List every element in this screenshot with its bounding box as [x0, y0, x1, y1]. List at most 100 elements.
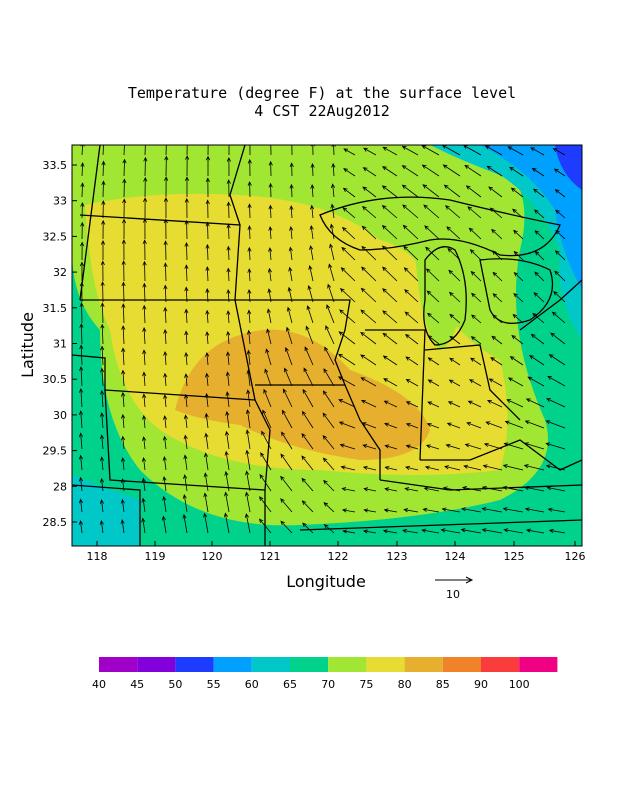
wind-arrow — [163, 372, 168, 387]
colorbar-box — [99, 657, 138, 672]
wind-arrow — [464, 164, 482, 177]
wind-arrow — [289, 205, 294, 219]
wind-arrow — [362, 465, 377, 471]
reference-label: 10 — [446, 588, 460, 601]
wind-arrow — [361, 422, 377, 429]
wind-arrow — [205, 288, 210, 303]
wind-arrow — [79, 366, 84, 387]
wind-arrow — [258, 518, 272, 534]
wind-arrow — [184, 264, 189, 282]
wind-arrow — [122, 178, 127, 198]
wind-arrow — [361, 225, 377, 240]
wind-arrow — [326, 304, 335, 324]
wind-arrow — [182, 513, 188, 534]
wind-arrow — [341, 487, 356, 492]
wind-arrow — [485, 421, 503, 429]
wind-arrow — [382, 355, 398, 366]
wind-arrow — [441, 507, 461, 513]
wind-arrow — [121, 325, 126, 345]
wind-arrow — [401, 184, 419, 198]
wind-arrow — [382, 529, 398, 534]
wind-arrow — [471, 292, 482, 303]
wind-arrow — [362, 529, 377, 534]
wind-arrow — [287, 286, 293, 303]
wind-arrow — [384, 465, 398, 471]
y-tick-label: 29.5 — [43, 445, 68, 458]
wind-arrow — [100, 367, 105, 387]
wind-arrow — [548, 354, 566, 366]
wind-arrow — [423, 486, 440, 492]
wind-arrow — [529, 355, 545, 366]
wind-arrow — [101, 180, 106, 198]
wind-arrow — [331, 162, 336, 177]
wind-arrow — [184, 373, 189, 387]
wind-arrow — [246, 329, 252, 345]
wind-arrow — [362, 167, 377, 177]
wind-arrow — [502, 464, 524, 471]
wind-arrow — [247, 309, 252, 324]
wind-arrow — [405, 401, 419, 408]
wind-arrow — [121, 218, 127, 240]
wind-arrow — [185, 155, 190, 177]
wind-arrow — [101, 145, 106, 156]
map-frame — [71, 144, 583, 547]
wind-arrow — [280, 520, 293, 534]
wind-arrow — [405, 444, 419, 450]
wind-arrow — [268, 182, 273, 198]
wind-arrow — [383, 508, 398, 513]
wind-arrow — [534, 230, 545, 240]
wind-arrow — [466, 422, 482, 429]
wind-arrow — [308, 265, 314, 282]
wind-arrow — [507, 146, 524, 156]
wind-arrow — [532, 312, 545, 324]
wind-arrow — [304, 346, 314, 366]
wind-arrow — [205, 199, 210, 219]
wind-arrow — [100, 239, 106, 261]
wind-arrow — [533, 188, 545, 198]
wind-arrow — [403, 508, 419, 513]
wind-arrow — [163, 240, 168, 261]
wind-arrow — [449, 335, 461, 345]
wind-arrow — [427, 357, 440, 366]
wind-arrow — [383, 378, 398, 387]
wind-arrow — [403, 245, 419, 261]
wind-arrow — [142, 304, 147, 324]
wind-arrow — [262, 409, 272, 429]
colorbar-box — [328, 657, 367, 672]
wind-arrow — [533, 292, 545, 303]
wind-arrow — [327, 283, 335, 303]
wind-arrow — [322, 435, 335, 450]
wind-arrow — [121, 413, 126, 429]
wind-arrow — [363, 147, 377, 156]
wind-arrow — [142, 218, 147, 240]
wind-arrow — [205, 309, 210, 324]
wind-arrow — [329, 243, 335, 261]
colorbar-box — [251, 657, 290, 672]
wind-arrow — [301, 500, 314, 513]
wind-arrow — [143, 197, 148, 219]
x-tick-label: 118 — [87, 550, 108, 563]
x-tick-label: 124 — [445, 550, 466, 563]
wind-arrow — [290, 145, 294, 156]
wind-arrow — [530, 147, 545, 156]
wind-arrow — [340, 465, 356, 471]
wind-arrow — [527, 376, 545, 387]
wind-arrow — [446, 422, 461, 429]
wind-arrow — [523, 442, 545, 450]
wind-arrow — [492, 271, 503, 282]
wind-arrow — [182, 493, 188, 513]
wind-arrow — [502, 485, 524, 492]
reference-arrow-head — [465, 576, 474, 584]
wind-arrow — [142, 260, 147, 282]
wind-arrow — [460, 528, 482, 534]
colorbar-box — [175, 657, 214, 672]
wind-arrow — [340, 267, 356, 282]
wind-arrow — [162, 455, 167, 471]
wind-arrow — [244, 491, 251, 513]
wind-arrow — [384, 422, 398, 429]
wind-arrow — [323, 502, 335, 513]
wind-arrow — [470, 336, 482, 345]
colorbar-label: 50 — [168, 678, 182, 691]
wind-arrow — [224, 491, 230, 513]
wind-arrow — [554, 270, 566, 282]
